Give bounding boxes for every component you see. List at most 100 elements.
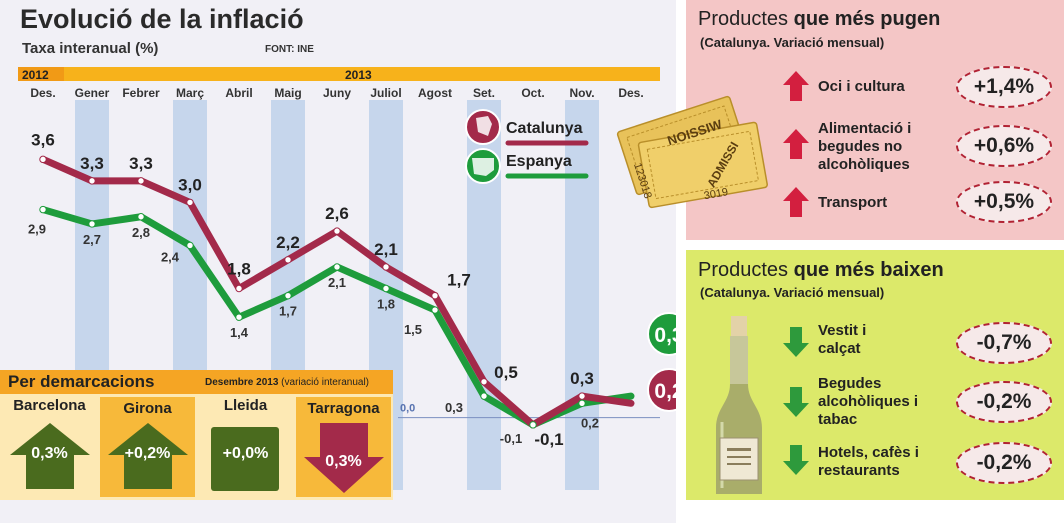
dem-item-lleida: Lleida +0,0%: [198, 397, 293, 497]
catalunya-data-label: -0,1: [534, 430, 563, 449]
catalunya-data-label: 1,8: [227, 260, 251, 279]
down-arrow-icon: [783, 445, 809, 475]
chart-subtitle: Taxa interanual (%): [22, 40, 159, 57]
rising-item-label: Transport: [818, 194, 888, 211]
espanya-map-icon: [472, 158, 494, 176]
catalunya-end-label: 0,2: [654, 380, 676, 403]
up-arrow-icon: [783, 187, 809, 217]
espanya-end-label: 0,3: [654, 324, 676, 347]
catalunya-data-label: 0,3: [570, 369, 594, 388]
rising-title-plain: Productes: [698, 8, 794, 30]
data-point: [235, 313, 243, 321]
up-arrow-icon: [10, 423, 90, 489]
month-label: Juliol: [370, 86, 401, 100]
legend-label: Espanya: [506, 153, 572, 170]
demarcacions-title: Per demarcacions: [8, 372, 155, 391]
data-point: [284, 256, 292, 264]
month-label: Abril: [225, 86, 252, 100]
month-label: Maig: [274, 86, 301, 100]
falling-item-value: -0,2%: [956, 442, 1052, 484]
espanya-data-label: 1,7: [279, 304, 297, 319]
demarcacions-note-text: (variació interanual): [281, 377, 369, 388]
espanya-data-label: 0,3: [445, 400, 463, 415]
month-stripe: [565, 100, 599, 490]
catalunya-data-label: 1,7: [447, 271, 471, 290]
rising-item-value: +0,5%: [956, 181, 1052, 223]
catalunya-data-label: 2,1: [374, 240, 398, 259]
rising-item-value: +0,6%: [956, 125, 1052, 167]
year-label: 2013: [345, 68, 372, 82]
month-label: Des.: [30, 86, 55, 100]
falling-title-plain: Productes: [698, 259, 794, 281]
espanya-data-label: 2,4: [161, 249, 180, 264]
month-label: Març: [176, 86, 204, 100]
data-point: [431, 306, 439, 314]
espanya-data-label: 1,4: [230, 325, 249, 340]
dem-item-tarragona: Tarragona 0,3%: [296, 397, 391, 497]
catalunya-data-label: 3,3: [80, 154, 104, 173]
falling-item-label: Vestit i calçat: [818, 322, 867, 357]
falling-item-label: Hotels, cafès i restaurants: [818, 444, 919, 479]
catalunya-data-label: 3,0: [178, 175, 202, 194]
data-point: [39, 205, 47, 214]
data-point: [333, 263, 341, 271]
rising-title: Productes que més pugen: [698, 8, 940, 31]
data-point: [284, 291, 292, 300]
espanya-data-label: 1,8: [377, 297, 395, 312]
dem-item-barcelona: Barcelona 0,3%: [2, 397, 97, 497]
data-point: [578, 392, 586, 400]
espanya-end-bubble: [647, 312, 676, 356]
month-label: Juny: [323, 86, 351, 100]
data-point: [480, 378, 488, 386]
data-point: [88, 177, 96, 185]
dem-value: +0,0%: [222, 445, 269, 462]
data-point: [88, 220, 96, 228]
espanya-data-label: 1,5: [404, 322, 422, 337]
dem-value: 0,3%: [325, 453, 362, 470]
falling-title: Productes que més baixen: [698, 259, 944, 282]
espanya-data-label: -0,1: [500, 431, 522, 446]
data-point: [235, 284, 243, 293]
zero-label: 0,0: [400, 403, 415, 415]
data-point: [431, 291, 439, 300]
espanya-data-label: 2,1: [328, 275, 346, 290]
dem-name: Girona: [123, 400, 172, 417]
data-point: [137, 213, 145, 221]
demarcacions-note-date: Desembre 2013: [205, 377, 279, 388]
down-arrow-icon: [783, 387, 809, 417]
demarcacions-header: [0, 370, 393, 394]
rising-item-label: Oci i cultura: [818, 78, 905, 95]
month-label: Set.: [473, 86, 495, 100]
ticket-number-b: 3019: [703, 186, 729, 202]
data-point: [480, 392, 488, 400]
dem-item-girona: Girona +0,2%: [100, 397, 195, 497]
month-label: Nov.: [569, 86, 594, 100]
catalunya-data-label: 3,6: [31, 130, 55, 149]
month-label: Des.: [618, 86, 643, 100]
catalunya-data-label: 2,2: [276, 233, 300, 252]
espanya-data-label: 2,7: [83, 232, 101, 247]
catalunya-data-label: 3,3: [129, 154, 153, 173]
espanya-data-label: 0,2: [581, 415, 599, 430]
data-point: [186, 198, 194, 207]
source-note: FONT: INE: [265, 44, 314, 55]
falling-subtitle: (Catalunya. Variació mensual): [700, 285, 885, 300]
tickets-illustration: NOISSIW 123018 ADMISSI 3019: [616, 95, 768, 209]
falling-item-label: Begudes alcohòliques i tabac: [818, 375, 919, 428]
up-arrow-icon: [783, 129, 809, 159]
data-point: [382, 263, 390, 271]
data-point: [186, 241, 194, 250]
flat-indicator-icon: [211, 427, 279, 491]
catalunya-map-icon: [476, 116, 492, 136]
year-label: 2012: [22, 68, 49, 82]
month-label: Gener: [75, 86, 110, 100]
dem-name: Barcelona: [13, 397, 86, 414]
falling-item-value: -0,7%: [956, 322, 1052, 364]
down-arrow-icon: [304, 423, 384, 493]
wine-bottle-illustration: [716, 316, 762, 494]
demarcacions-note: Desembre 2013 (variació interanual): [205, 377, 369, 388]
catalunya-end-bubble: [647, 368, 676, 412]
data-point: [578, 399, 586, 407]
espanya-data-label: 2,8: [132, 225, 150, 240]
